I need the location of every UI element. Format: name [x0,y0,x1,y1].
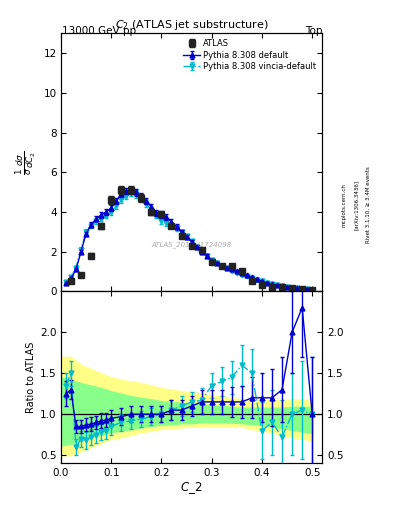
Text: ATLAS_2019_I1724098: ATLAS_2019_I1724098 [151,242,232,248]
Text: Rivet 3.1.10, ≥ 3.4M events: Rivet 3.1.10, ≥ 3.4M events [365,166,371,243]
Text: 13000 GeV pp: 13000 GeV pp [62,26,136,36]
X-axis label: $C\_2$: $C\_2$ [180,480,203,496]
Text: [arXiv:1306.3436]: [arXiv:1306.3436] [354,180,359,230]
Text: Top: Top [305,26,322,36]
Y-axis label: Ratio to ATLAS: Ratio to ATLAS [26,342,36,413]
Title: $C_2$ (ATLAS jet substructure): $C_2$ (ATLAS jet substructure) [115,18,268,32]
Y-axis label: $\frac{1}{\sigma}\frac{d\sigma}{dC_2}$: $\frac{1}{\sigma}\frac{d\sigma}{dC_2}$ [15,150,38,175]
Legend: ATLAS, Pythia 8.308 default, Pythia 8.308 vincia-default: ATLAS, Pythia 8.308 default, Pythia 8.30… [182,37,318,73]
Text: mcplots.cern.ch: mcplots.cern.ch [342,183,347,227]
